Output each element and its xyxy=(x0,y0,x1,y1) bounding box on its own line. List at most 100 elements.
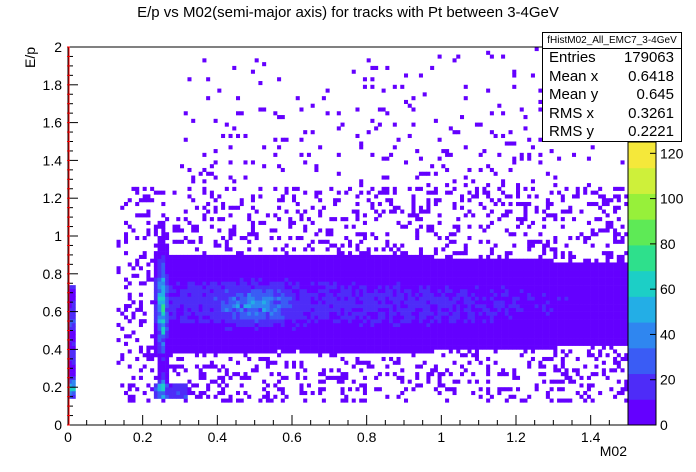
heatmap-cell xyxy=(277,353,282,358)
heatmap-cell xyxy=(613,356,618,362)
heatmap-cell xyxy=(262,330,267,335)
heatmap-cell xyxy=(336,322,341,328)
heatmap-cell xyxy=(277,322,282,328)
heatmap-cell xyxy=(433,288,438,293)
heatmap-cell xyxy=(217,349,222,354)
heatmap-cell xyxy=(161,292,166,297)
heatmap-cell xyxy=(355,107,360,112)
heatmap-cell xyxy=(209,338,214,343)
heatmap-cell xyxy=(404,319,409,324)
heatmap-cell xyxy=(359,345,364,350)
heatmap-cell xyxy=(523,115,528,120)
heatmap-cell xyxy=(374,338,379,343)
heatmap-cell xyxy=(247,311,252,316)
heatmap-cell xyxy=(228,266,233,271)
heatmap-cell xyxy=(254,209,259,214)
heatmap-cell xyxy=(250,334,255,339)
heatmap-cell xyxy=(605,220,610,225)
heatmap-cell xyxy=(545,171,550,176)
heatmap-cell xyxy=(239,288,244,293)
heatmap-cell xyxy=(325,334,330,339)
heatmap-cell xyxy=(404,73,409,78)
heatmap-cell xyxy=(385,364,390,369)
heatmap-cell xyxy=(381,281,386,286)
heatmap-cell xyxy=(292,258,297,263)
heatmap-cell xyxy=(209,379,214,384)
heatmap-cell xyxy=(482,258,487,263)
heatmap-cell xyxy=(613,186,618,191)
heatmap-cell xyxy=(209,171,214,176)
heatmap-cell xyxy=(613,292,618,297)
heatmap-cell xyxy=(161,266,166,271)
heatmap-cell xyxy=(620,334,625,339)
heatmap-cell xyxy=(381,175,386,180)
heatmap-cell xyxy=(161,213,166,218)
heatmap-cell xyxy=(504,194,509,199)
heatmap-cell xyxy=(329,243,334,248)
heatmap-cell xyxy=(512,285,517,290)
heatmap-cell xyxy=(624,266,629,271)
heatmap-cell xyxy=(284,322,289,328)
heatmap-cell xyxy=(519,258,524,263)
heatmap-cell xyxy=(504,281,509,286)
heatmap-cell xyxy=(362,292,367,297)
heatmap-cell xyxy=(310,341,315,346)
heatmap-cell xyxy=(191,326,196,331)
heatmap-cell xyxy=(504,338,509,343)
heatmap-cell xyxy=(422,171,427,176)
heatmap-cell xyxy=(209,292,214,297)
heatmap-cell xyxy=(385,326,390,331)
heatmap-cell xyxy=(590,228,595,233)
heatmap-cell xyxy=(613,326,618,331)
heatmap-cell xyxy=(247,334,252,339)
heatmap-cell xyxy=(329,368,334,373)
heatmap-cell xyxy=(426,338,431,343)
heatmap-cell xyxy=(165,281,170,286)
heatmap-cell xyxy=(366,266,371,271)
heatmap-cell xyxy=(516,338,521,343)
heatmap-cell xyxy=(433,315,438,320)
heatmap-cell xyxy=(404,251,409,256)
heatmap-cell xyxy=(549,307,554,312)
heatmap-cell xyxy=(262,322,267,328)
heatmap-cell xyxy=(221,364,226,369)
heatmap-cell xyxy=(572,311,577,316)
heatmap-cell xyxy=(620,326,625,331)
heatmap-cell xyxy=(545,326,550,331)
heatmap-cell xyxy=(400,243,405,248)
heatmap-cell xyxy=(530,330,535,335)
heatmap-cell xyxy=(340,304,345,309)
heatmap-cell xyxy=(314,334,319,339)
heatmap-cell xyxy=(221,270,226,275)
heatmap-cell xyxy=(542,266,547,271)
heatmap-cell xyxy=(456,296,461,301)
heatmap-cell xyxy=(448,300,453,305)
heatmap-cell xyxy=(411,213,416,218)
heatmap-cell xyxy=(348,387,353,392)
heatmap-cell xyxy=(254,58,259,63)
heatmap-cell xyxy=(400,341,405,346)
heatmap-cell xyxy=(430,277,435,282)
heatmap-cell xyxy=(157,311,162,316)
heatmap-cell xyxy=(445,281,450,286)
heatmap-cell xyxy=(445,311,450,316)
heatmap-cell xyxy=(239,375,244,380)
heatmap-cell xyxy=(168,364,173,369)
heatmap-cell xyxy=(489,281,494,286)
heatmap-cell xyxy=(329,270,334,275)
heatmap-cell xyxy=(415,292,420,297)
heatmap-cell xyxy=(68,322,73,328)
heatmap-cell xyxy=(415,375,420,380)
heatmap-cell xyxy=(187,167,192,173)
heatmap-cell xyxy=(385,254,390,259)
heatmap-cell xyxy=(471,285,476,290)
heatmap-cell xyxy=(262,164,267,169)
heatmap-cell xyxy=(288,330,293,335)
heatmap-cell xyxy=(616,319,621,324)
heatmap-cell xyxy=(519,304,524,309)
heatmap-cell xyxy=(445,330,450,335)
heatmap-cell xyxy=(247,315,252,320)
heatmap-cell xyxy=(452,281,457,286)
heatmap-cell xyxy=(344,349,349,354)
heatmap-cell xyxy=(448,266,453,271)
